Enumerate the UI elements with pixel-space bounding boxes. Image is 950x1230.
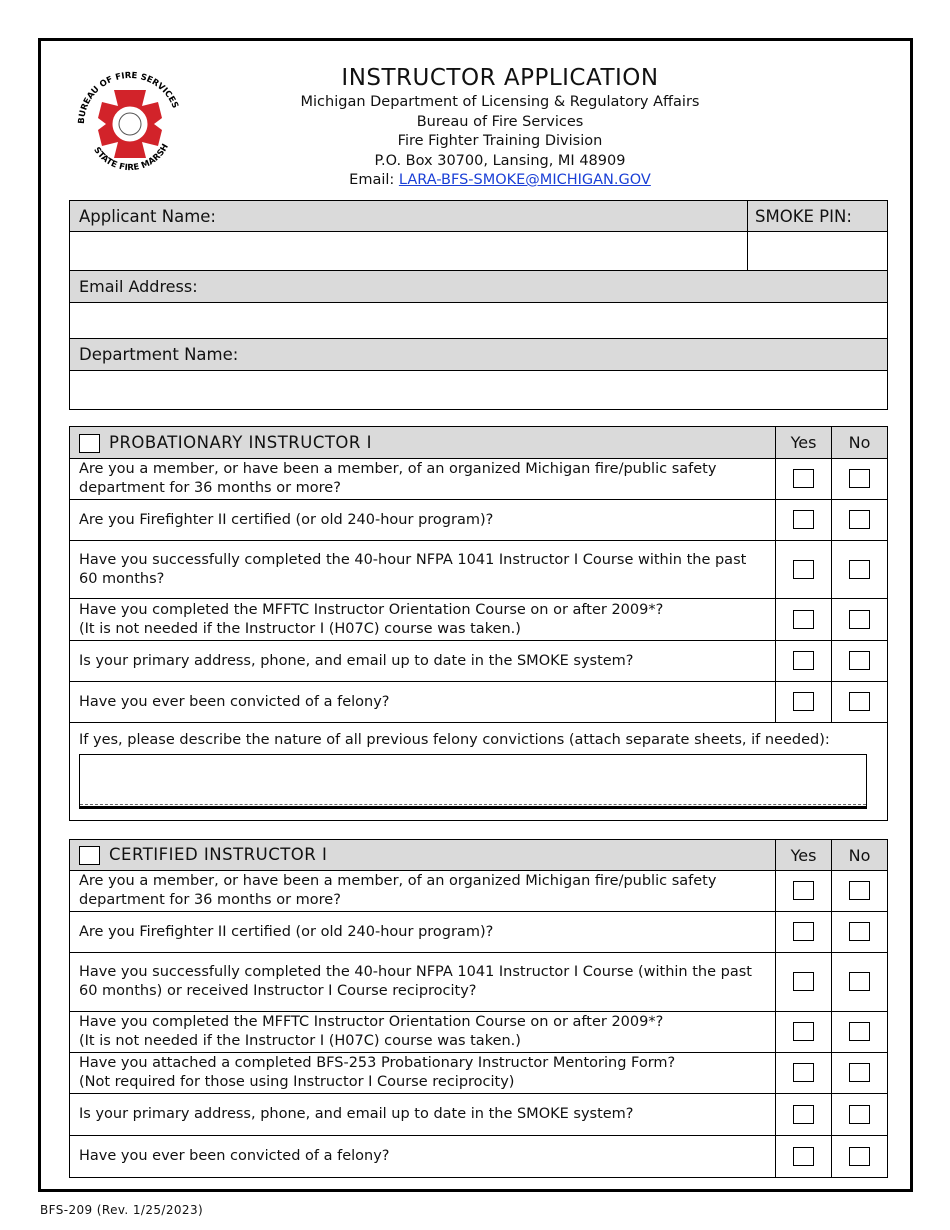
no-header: No bbox=[831, 839, 888, 871]
question-row: Are you Firefighter II certified (or old… bbox=[69, 499, 888, 541]
contact-email-link[interactable]: LARA-BFS-SMOKE@MICHIGAN.GOV bbox=[398, 172, 651, 188]
question-text: Have you completed the MFFTC Instructor … bbox=[69, 1011, 776, 1053]
no-checkbox[interactable] bbox=[849, 881, 870, 901]
yes-checkbox[interactable] bbox=[793, 609, 814, 629]
question-text: Have you completed the MFFTC Instructor … bbox=[69, 598, 776, 641]
question-text: Is your primary address, phone, and emai… bbox=[69, 1093, 776, 1136]
no-checkbox[interactable] bbox=[849, 559, 870, 579]
form-number: BFS-209 (Rev. 1/25/2023) bbox=[40, 1203, 204, 1217]
yes-checkbox[interactable] bbox=[793, 1022, 814, 1042]
department-name-field[interactable] bbox=[69, 370, 888, 410]
question-text: Have you ever been convicted of a felony… bbox=[69, 681, 776, 723]
agency-line: Michigan Department of Licensing & Regul… bbox=[300, 94, 700, 110]
department-name-label: Department Name: bbox=[69, 338, 888, 371]
yes-checkbox[interactable] bbox=[793, 651, 814, 671]
no-checkbox[interactable] bbox=[849, 972, 870, 992]
certified-title: CERTIFIED INSTRUCTOR I bbox=[109, 845, 328, 864]
applicant-name-field[interactable] bbox=[69, 231, 748, 271]
question-row: Are you a member, or have been a member,… bbox=[69, 870, 888, 912]
question-row: Is your primary address, phone, and emai… bbox=[69, 1093, 888, 1136]
question-text: Are you a member, or have been a member,… bbox=[69, 458, 776, 500]
yes-header: Yes bbox=[775, 839, 832, 871]
question-row: Have you completed the MFFTC Instructor … bbox=[69, 598, 888, 641]
yes-checkbox[interactable] bbox=[793, 469, 814, 489]
no-checkbox[interactable] bbox=[849, 1146, 870, 1166]
yes-checkbox[interactable] bbox=[793, 881, 814, 901]
no-checkbox[interactable] bbox=[849, 609, 870, 629]
probationary-title: PROBATIONARY INSTRUCTOR I bbox=[109, 432, 372, 452]
question-text: Have you attached a completed BFS-253 Pr… bbox=[69, 1052, 776, 1094]
no-checkbox[interactable] bbox=[849, 692, 870, 712]
yes-checkbox[interactable] bbox=[793, 692, 814, 712]
yes-checkbox[interactable] bbox=[793, 1104, 814, 1124]
no-checkbox[interactable] bbox=[849, 469, 870, 489]
form-title: INSTRUCTOR APPLICATION bbox=[341, 65, 659, 91]
question-row: Is your primary address, phone, and emai… bbox=[69, 640, 888, 682]
probationary-instructor-table: PROBATIONARY INSTRUCTOR I Yes No Are you a… bbox=[69, 426, 888, 821]
question-row: Are you a member, or have been a member,… bbox=[69, 458, 888, 500]
certified-checkbox[interactable] bbox=[79, 846, 100, 865]
smoke-pin-label: SMOKE PIN: bbox=[747, 200, 888, 232]
address-line: P.O. Box 30700, Lansing, MI 48909 bbox=[374, 152, 626, 169]
no-checkbox[interactable] bbox=[849, 510, 870, 530]
yes-checkbox[interactable] bbox=[793, 510, 814, 530]
question-text: Are you Firefighter II certified (or old… bbox=[69, 911, 776, 953]
yes-checkbox[interactable] bbox=[793, 559, 814, 579]
felony-description-field[interactable] bbox=[79, 754, 867, 809]
yes-header: Yes bbox=[775, 426, 832, 459]
email-label: Email: bbox=[349, 172, 399, 188]
no-checkbox[interactable] bbox=[849, 1104, 870, 1124]
applicant-name-label: Applicant Name: bbox=[69, 200, 748, 232]
question-row: Have you completed the MFFTC Instructor … bbox=[69, 1011, 888, 1053]
question-row: Have you attached a completed BFS-253 Pr… bbox=[69, 1052, 888, 1094]
no-checkbox[interactable] bbox=[849, 1022, 870, 1042]
question-row: Have you ever been convicted of a felony… bbox=[69, 1135, 888, 1178]
yes-checkbox[interactable] bbox=[793, 1063, 814, 1083]
question-row: Are you Firefighter II certified (or old… bbox=[69, 911, 888, 953]
question-text: Are you a member, or have been a member,… bbox=[69, 870, 776, 912]
question-text: Have you successfully completed the 40-h… bbox=[69, 540, 776, 599]
no-checkbox[interactable] bbox=[849, 922, 870, 942]
question-row: Have you successfully completed the 40-h… bbox=[69, 540, 888, 599]
email-address-label: Email Address: bbox=[69, 270, 888, 303]
question-text: Have you successfully completed the 40-h… bbox=[69, 952, 776, 1012]
bureau-fire-services-logo: BUREAU OF FIRE SERVICES STATE FIRE MARSH… bbox=[70, 62, 180, 173]
form-header: INSTRUCTOR APPLICATION Michigan Departme… bbox=[250, 63, 750, 191]
certified-instructor-table: CERTIFIED INSTRUCTOR I Yes No Are you a me… bbox=[69, 839, 888, 1178]
yes-checkbox[interactable] bbox=[793, 922, 814, 942]
smoke-pin-field[interactable] bbox=[747, 231, 888, 271]
question-text: Are you Firefighter II certified (or old… bbox=[69, 499, 776, 541]
no-header: No bbox=[831, 426, 888, 459]
question-row: Have you successfully completed the 40-h… bbox=[69, 952, 888, 1012]
no-checkbox[interactable] bbox=[849, 651, 870, 671]
page-border bbox=[38, 38, 913, 1192]
email-address-field[interactable] bbox=[69, 302, 888, 339]
applicant-info-table: Applicant Name: SMOKE PIN: Email Address:… bbox=[69, 200, 888, 410]
yes-checkbox[interactable] bbox=[793, 972, 814, 992]
felony-prompt: If yes, please describe the nature of al… bbox=[79, 732, 830, 748]
question-text: Is your primary address, phone, and emai… bbox=[69, 640, 776, 682]
question-row: Have you ever been convicted of a felony… bbox=[69, 681, 888, 723]
no-checkbox[interactable] bbox=[849, 1063, 870, 1083]
yes-checkbox[interactable] bbox=[793, 1146, 814, 1166]
probationary-checkbox[interactable] bbox=[79, 433, 100, 453]
bureau-line: Bureau of Fire Services bbox=[416, 113, 584, 130]
question-text: Have you ever been convicted of a felony… bbox=[69, 1135, 776, 1178]
division-line: Fire Fighter Training Division bbox=[397, 133, 603, 149]
